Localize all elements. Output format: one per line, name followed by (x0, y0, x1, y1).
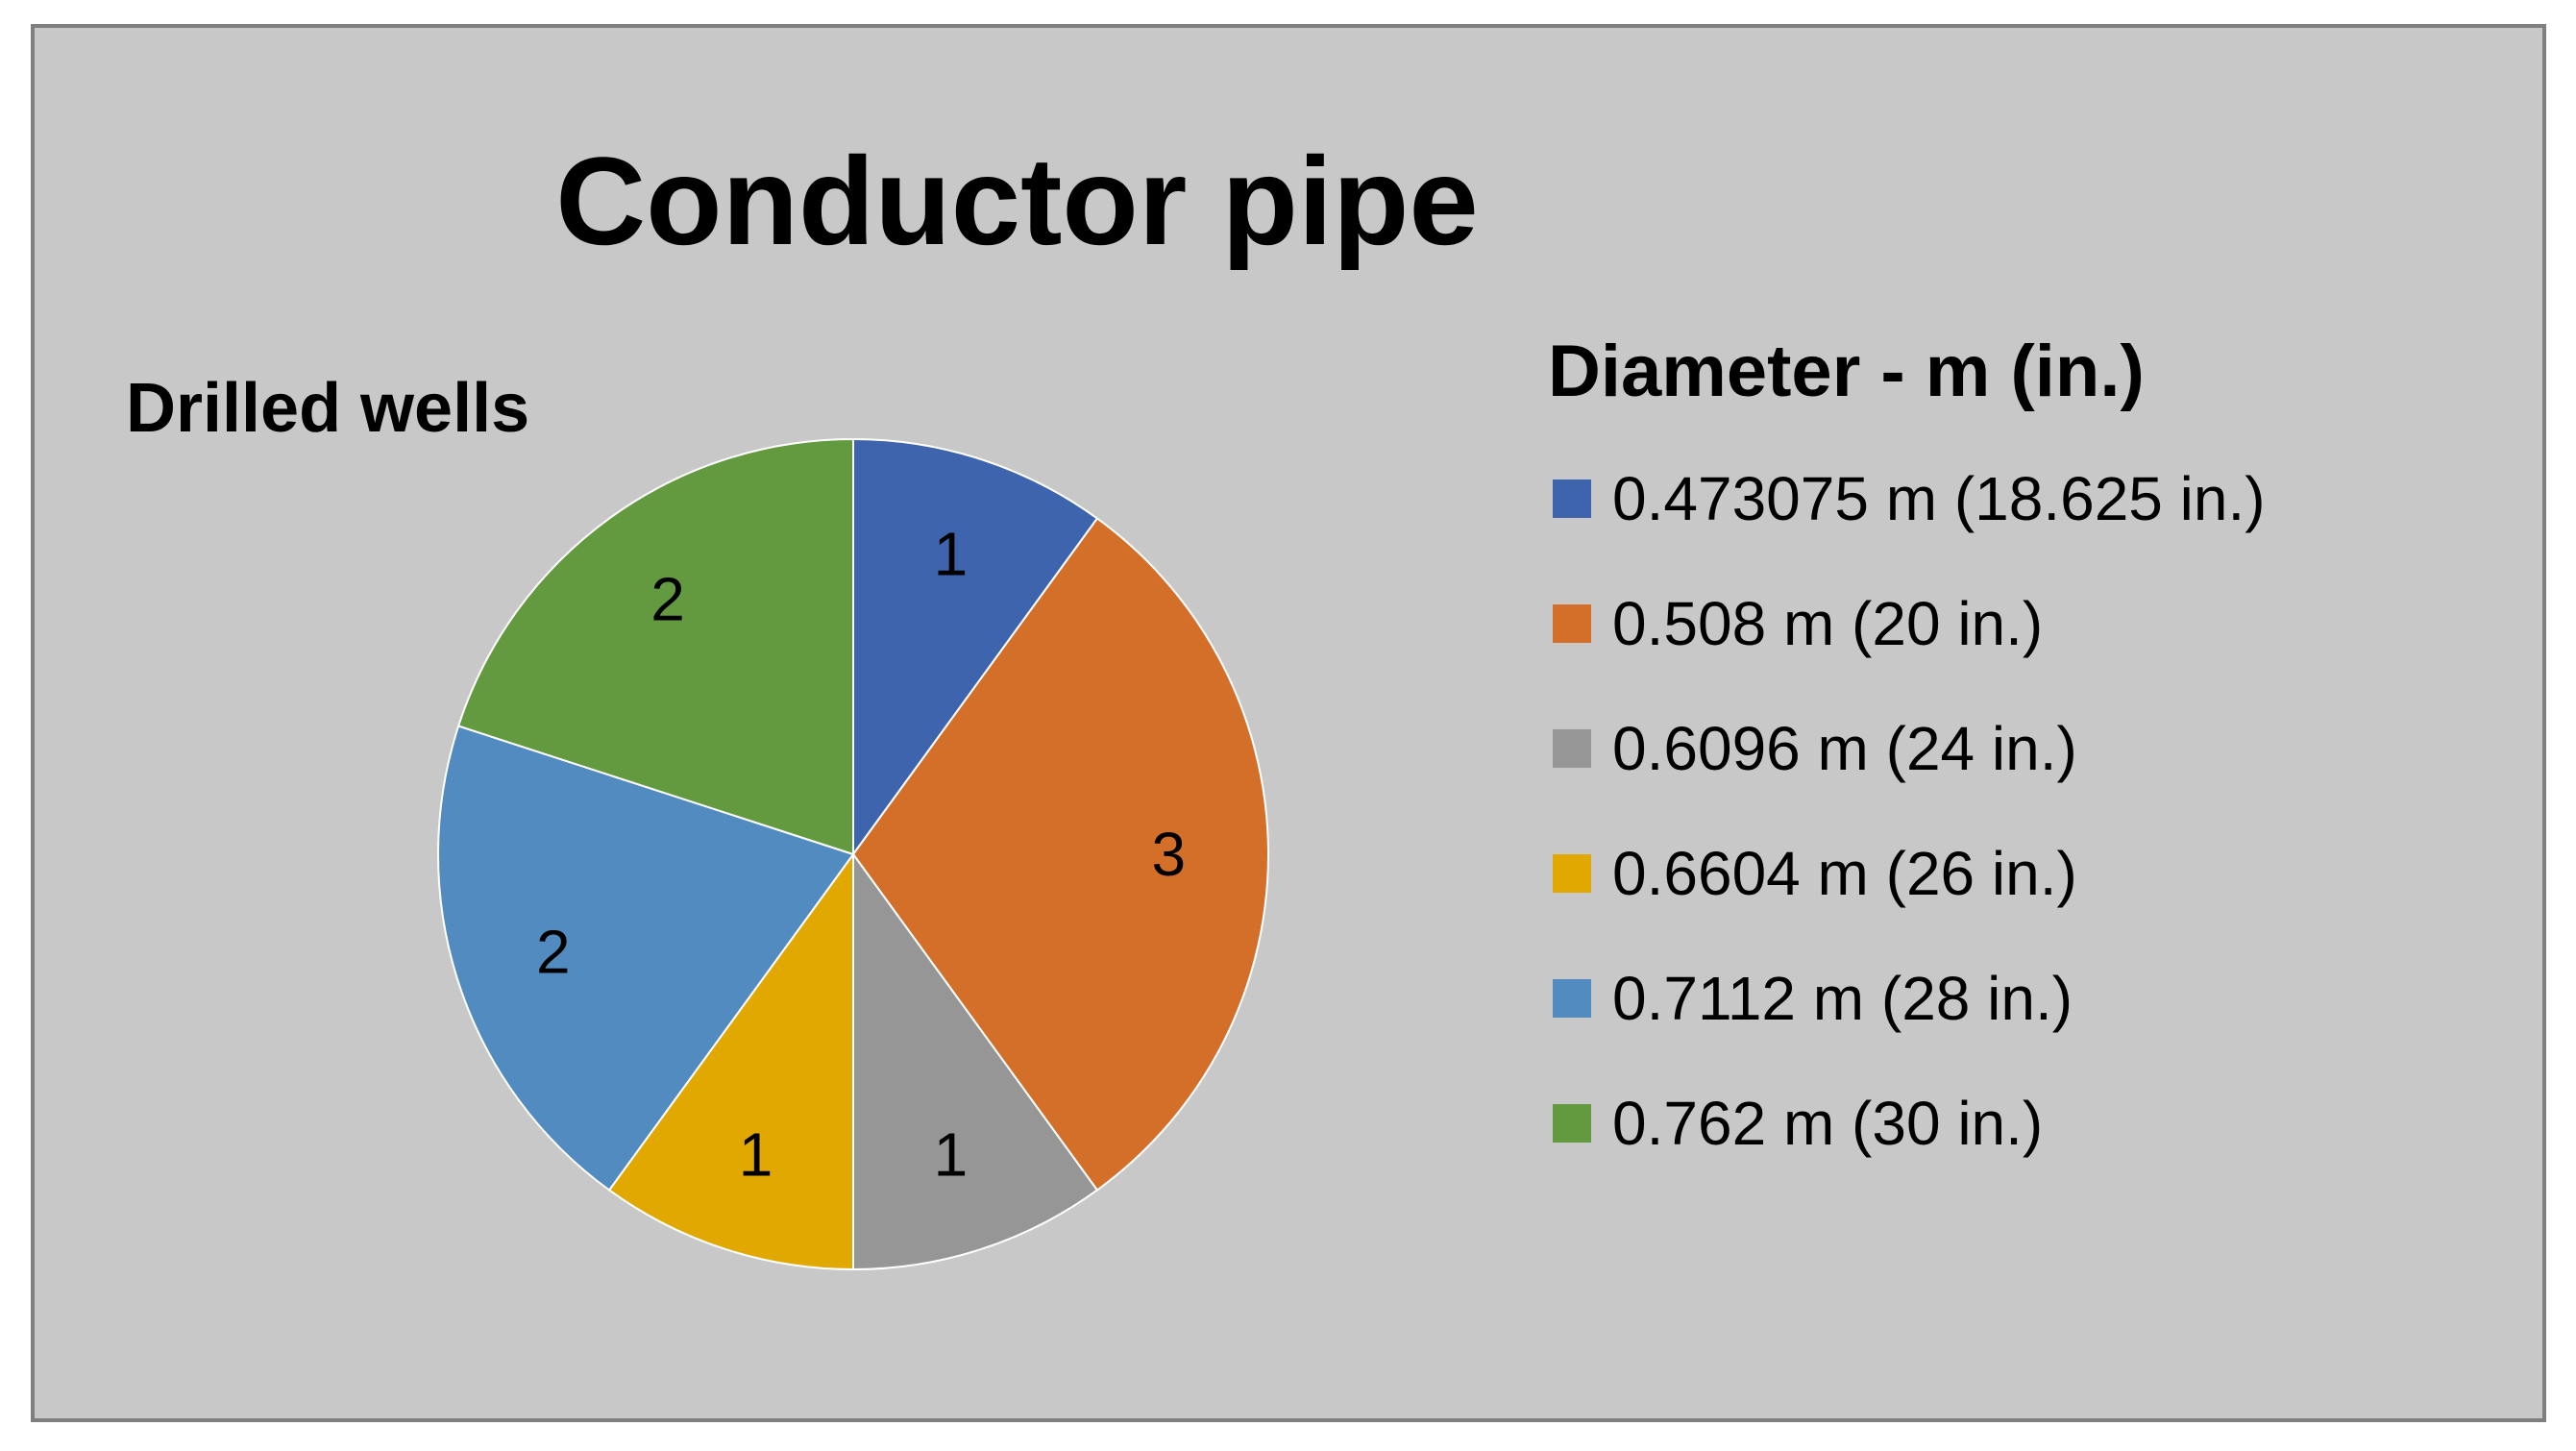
legend-swatch (1553, 854, 1591, 893)
pie-chart: 1 3 1 1 2 2 (436, 437, 1269, 1271)
slice-value-label-3: 1 (934, 1119, 969, 1189)
pie-slice-4 (607, 850, 854, 1271)
legend-swatch (1553, 729, 1591, 768)
legend-title: Diameter - m (in.) (1548, 331, 2145, 412)
chart-area: Conductor pipe Drilled wells 1 3 1 1 2 2 Diam… (31, 24, 2546, 1422)
legend-item-5: 0.7112 m (28 in.) (1553, 965, 2073, 1032)
legend-item-3: 0.6096 m (24 in.) (1553, 715, 2077, 782)
pie-slice-2 (851, 517, 1269, 1192)
legend-label: 0.6096 m (24 in.) (1612, 714, 2077, 783)
legend-swatch (1553, 480, 1591, 518)
pie-subtitle: Drilled wells (126, 370, 530, 447)
legend-label: 0.508 m (20 in.) (1612, 589, 2044, 658)
legend-label: 0.473075 m (18.625 in.) (1612, 464, 2266, 533)
pie-slice-3 (852, 850, 1099, 1271)
slice-value-label-1: 1 (934, 520, 969, 589)
pie-slice-1 (852, 437, 1099, 858)
slice-value-label-5: 2 (536, 917, 571, 986)
chart-title: Conductor pipe (555, 131, 1479, 271)
legend-label: 0.7112 m (28 in.) (1612, 964, 2073, 1033)
slice-value-label-2: 3 (1152, 820, 1187, 889)
pie-slice-6 (456, 437, 854, 856)
legend-label: 0.6604 m (26 in.) (1612, 839, 2077, 908)
legend-swatch (1553, 1104, 1591, 1143)
slice-value-label-6: 2 (650, 564, 685, 633)
legend-label: 0.762 m (30 in.) (1612, 1089, 2044, 1158)
pie-slice-5 (436, 725, 855, 1192)
legend-item-6: 0.762 m (30 in.) (1553, 1090, 2043, 1157)
legend-swatch (1553, 604, 1591, 643)
slice-value-label-4: 1 (739, 1119, 773, 1189)
legend-item-4: 0.6604 m (26 in.) (1553, 840, 2077, 907)
legend-item-1: 0.473075 m (18.625 in.) (1553, 465, 2266, 532)
legend-item-2: 0.508 m (20 in.) (1553, 590, 2043, 657)
legend-swatch (1553, 979, 1591, 1018)
